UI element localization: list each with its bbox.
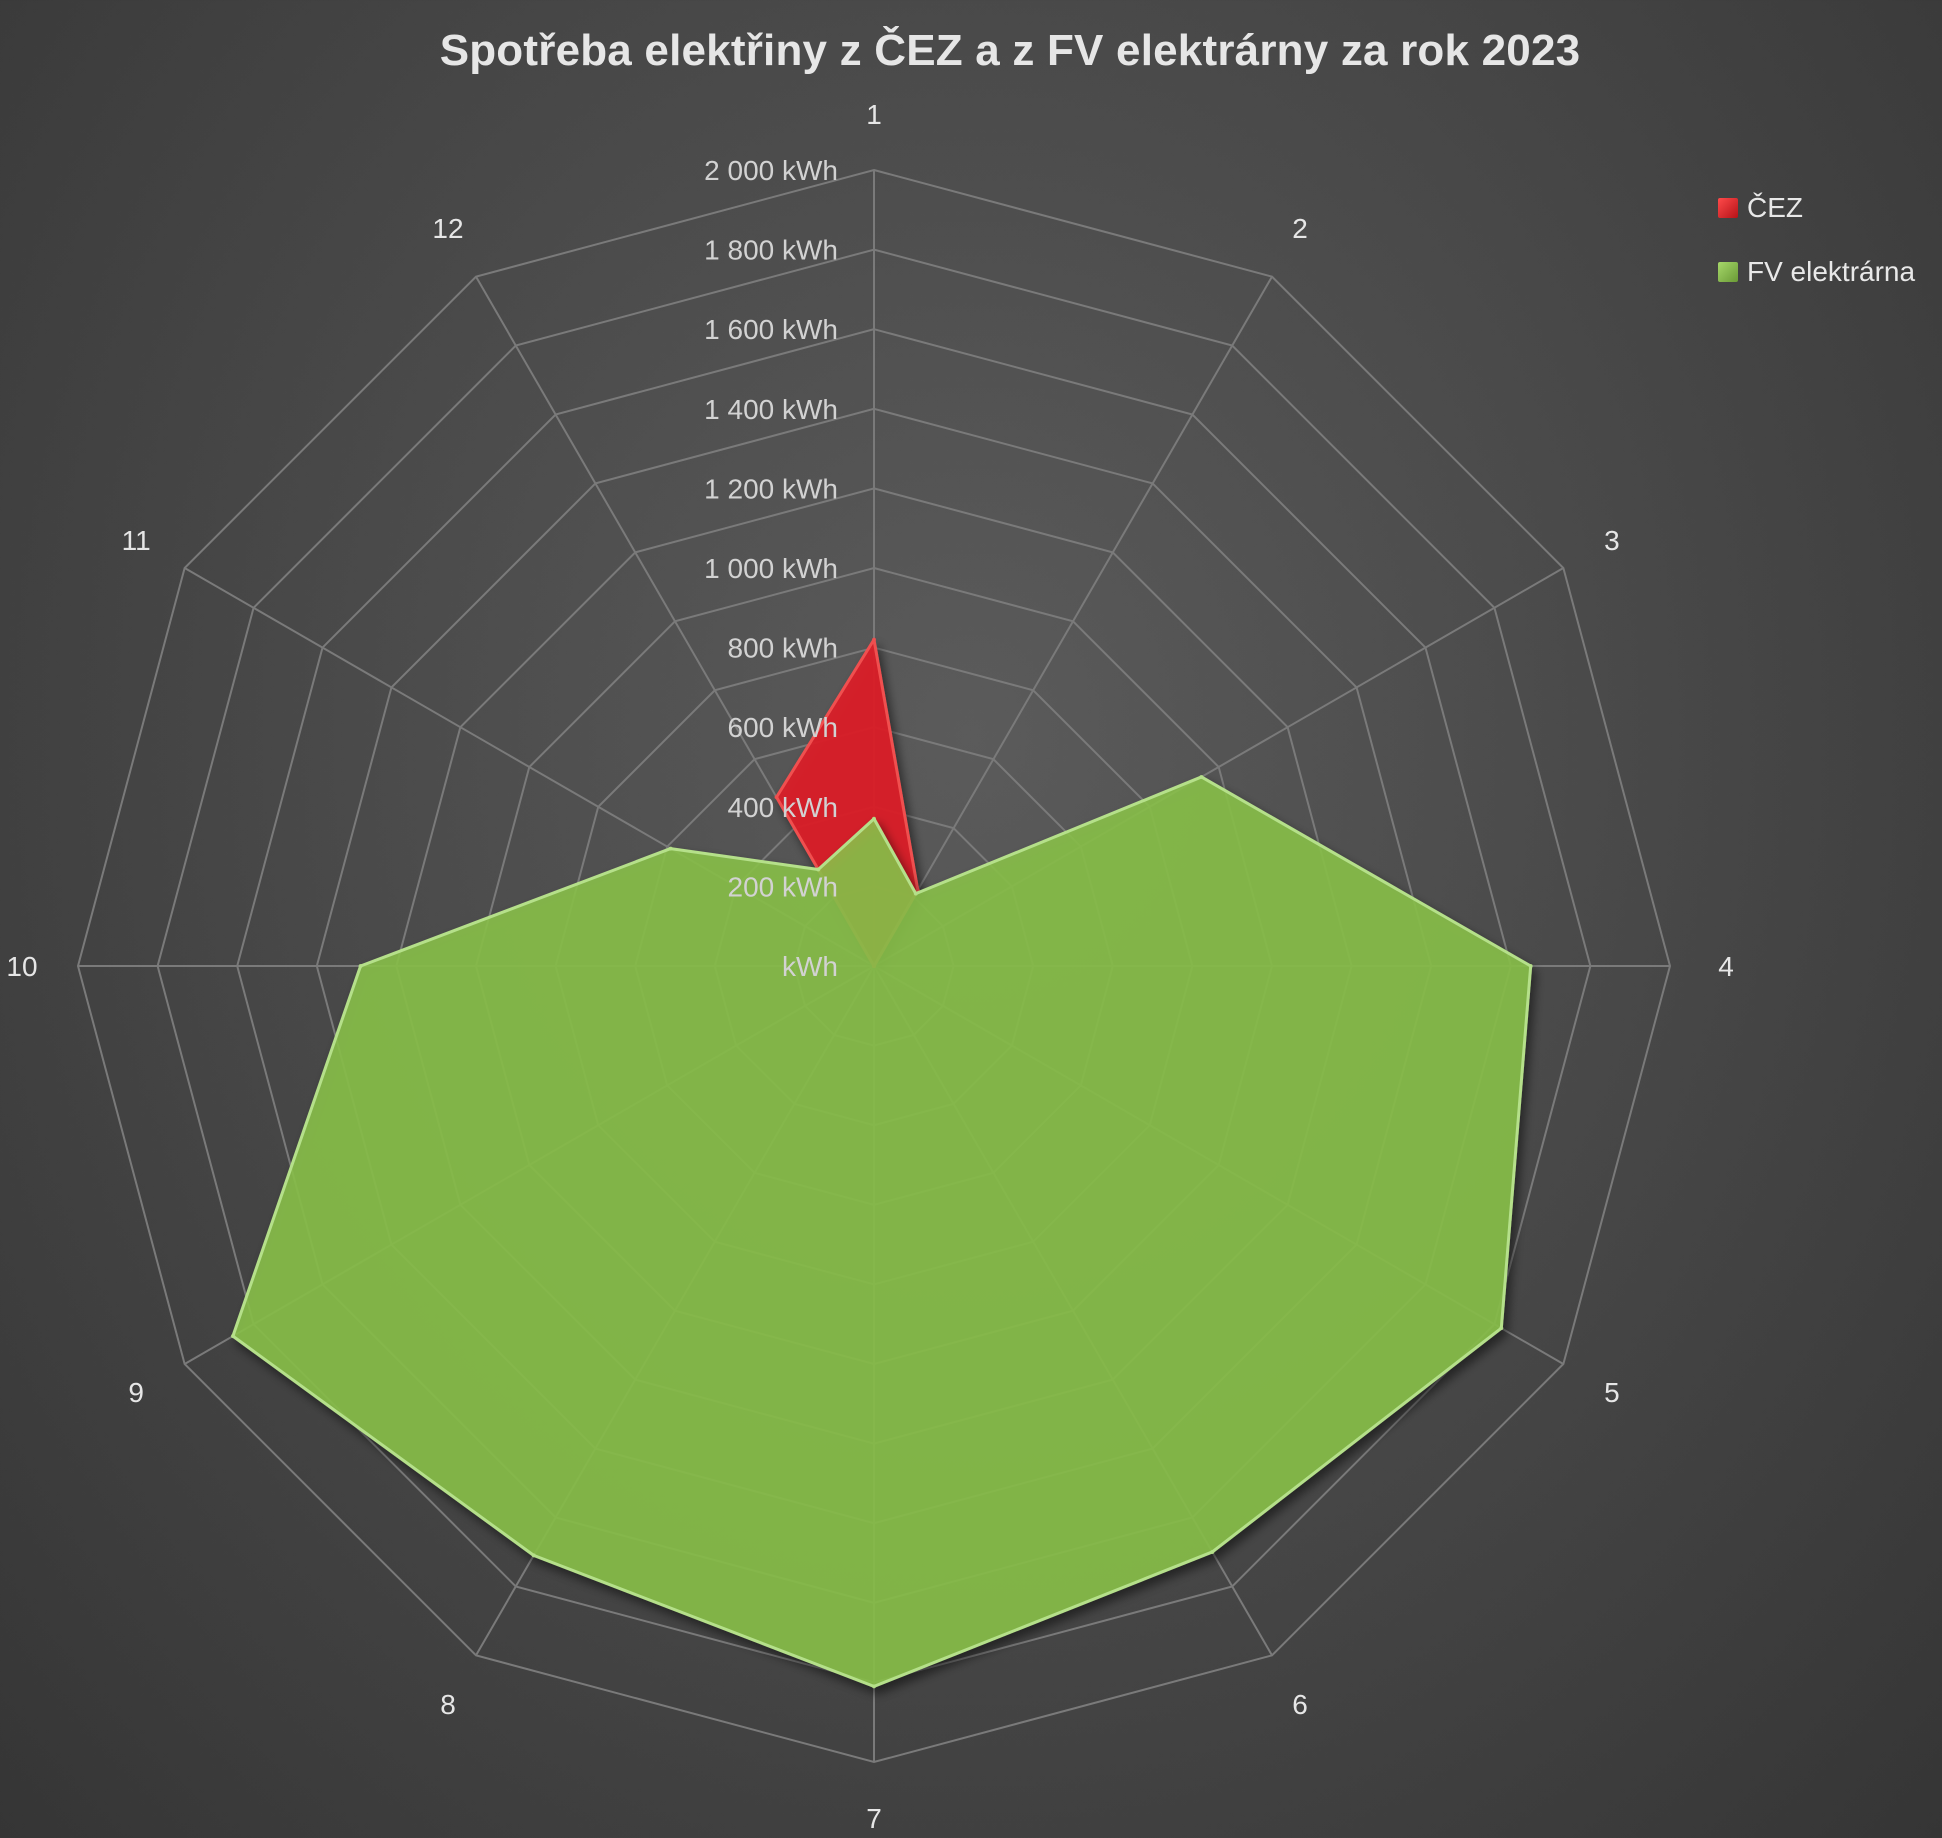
legend-item-cez[interactable]: ČEZ [1718, 192, 1915, 224]
data-point-fv-elektrarna[interactable] [230, 1334, 235, 1339]
radial-tick-label: 600 kWh [728, 712, 839, 743]
data-point-fv-elektrarna[interactable] [872, 816, 876, 821]
grid-spoke [873, 276, 1273, 967]
data-point-fv-elektrarna[interactable] [531, 1553, 536, 1558]
category-label: 10 [6, 951, 37, 982]
category-label: 5 [1604, 1377, 1620, 1408]
category-label: 6 [1292, 1689, 1308, 1720]
category-label: 9 [128, 1377, 144, 1408]
category-label: 12 [432, 213, 463, 244]
legend-label-cez: ČEZ [1747, 192, 1803, 223]
category-label: 8 [440, 1689, 456, 1720]
radial-tick-label: 1 000 kWh [704, 553, 838, 584]
category-label: 11 [122, 525, 151, 556]
legend-label-fv: FV elektrárna [1747, 256, 1916, 287]
radial-tick-label: 1 600 kWh [704, 314, 838, 345]
category-label: 2 [1292, 213, 1308, 244]
category-label: 3 [1604, 525, 1620, 556]
legend-swatch-fv [1718, 262, 1738, 282]
legend-item-fv[interactable]: FV elektrárna [1718, 256, 1915, 288]
data-point-fv-elektrarna[interactable] [358, 964, 363, 968]
data-point-fv-elektrarna[interactable] [816, 867, 821, 872]
data-point-fv-elektrarna[interactable] [872, 1684, 876, 1689]
category-label: 7 [866, 1803, 882, 1834]
radial-tick-label: 200 kWh [728, 871, 839, 902]
data-point-cez[interactable] [774, 795, 779, 800]
data-point-fv-elektrarna[interactable] [1499, 1326, 1504, 1331]
data-point-fv-elektrarna[interactable] [1199, 774, 1204, 779]
data-point-fv-elektrarna[interactable] [1210, 1549, 1215, 1554]
radial-tick-label: kWh [782, 951, 838, 982]
chart-title: Spotřeba elektřiny z ČEZ a z FV elektrár… [439, 26, 1581, 75]
legend-swatch-cez [1718, 198, 1738, 218]
data-point-fv-elektrarna[interactable] [1528, 964, 1533, 968]
radial-tick-label: 400 kWh [728, 792, 839, 823]
series-layer [230, 637, 1533, 1689]
category-label: 1 [866, 99, 882, 130]
radial-tick-label: 2 000 kWh [704, 155, 838, 186]
radial-tick-labels: kWh 200 kWh 400 kWh 600 kWh 800 kWh 1 000 kWh… [704, 155, 838, 982]
data-point-fv-elektrarna[interactable] [913, 891, 918, 896]
data-point-fv-elektrarna[interactable] [668, 846, 673, 851]
radial-tick-label: 1 400 kWh [704, 394, 838, 425]
radial-tick-label: 1 200 kWh [704, 473, 838, 504]
legend: ČEZ FV elektrárna [1718, 192, 1915, 320]
series-area-fv-elektrarna[interactable] [231, 775, 1533, 1688]
radial-tick-label: 1 800 kWh [704, 235, 838, 266]
data-point-cez[interactable] [872, 637, 876, 642]
category-label: 4 [1718, 951, 1734, 982]
radial-tick-label: 800 kWh [728, 633, 839, 664]
